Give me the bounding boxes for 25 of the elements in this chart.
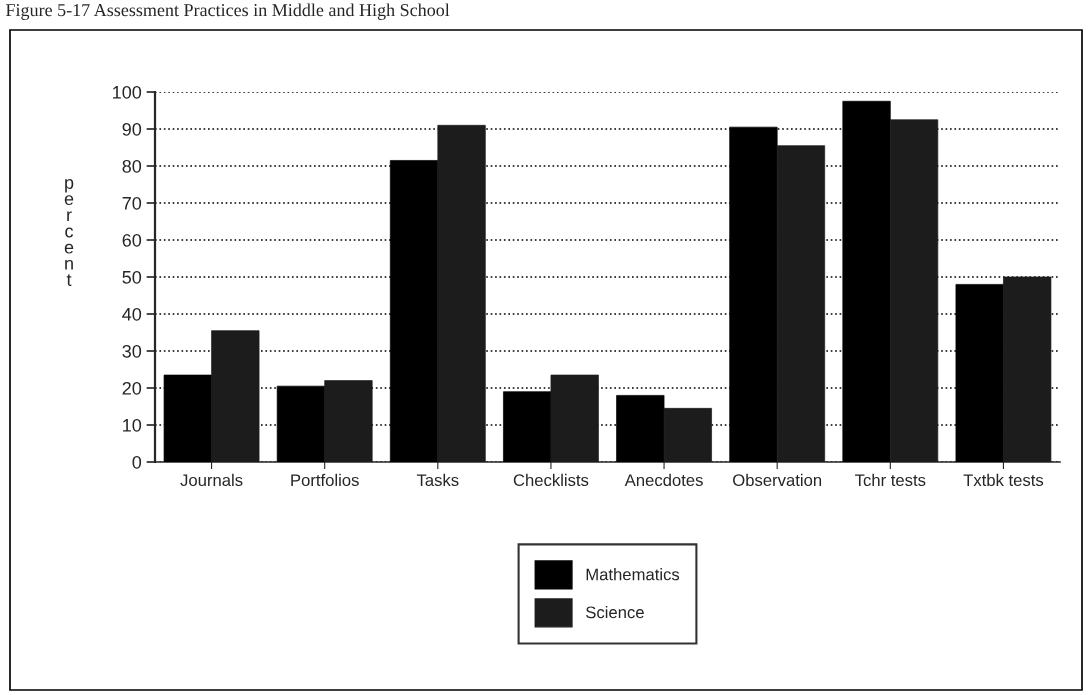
y-tick-label: 50 <box>122 270 142 284</box>
x-tick-label: Portfolios <box>291 473 359 487</box>
x-tick-label: Tasks <box>416 473 459 487</box>
x-tick-label: Observation <box>733 473 822 487</box>
legend-label: Science <box>586 606 644 619</box>
chart-title: Figure 5-17 Assessment Practices in Middle and High School <box>5 3 450 20</box>
y-tick-label: 20 <box>122 381 142 395</box>
legend-label: Mathematics <box>586 568 680 581</box>
y-tick-label: 70 <box>122 196 142 210</box>
bar <box>163 374 212 462</box>
y-tick-label: 40 <box>122 307 142 321</box>
y-tick-label: 60 <box>122 233 142 247</box>
x-tick-label: Checklists <box>513 473 589 487</box>
y-tick-label: 80 <box>122 159 142 173</box>
bar <box>503 391 552 462</box>
x-tick-label: Txtbk tests <box>963 473 1044 487</box>
y-tick-label: 90 <box>122 122 142 136</box>
x-tick-label: Anecdotes <box>624 473 703 487</box>
y-tick-label: 10 <box>123 418 142 432</box>
x-tick-label: Tchr tests <box>855 473 926 487</box>
y-tick-label: 0 <box>132 455 142 469</box>
y-tick-label: 30 <box>122 344 142 358</box>
x-tick-label: Journals <box>180 473 243 487</box>
y-axis-title: percent <box>64 179 74 286</box>
y-tick-label: 100 <box>113 85 142 99</box>
